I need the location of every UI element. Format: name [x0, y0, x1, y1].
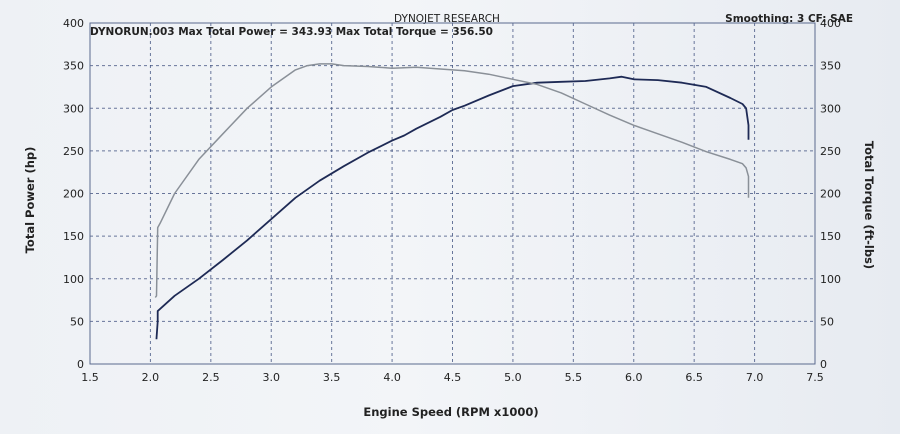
series-layer: [154, 63, 750, 340]
header-settings: Smoothing: 3 CF: SAE: [725, 13, 853, 25]
grid-layer: [90, 23, 815, 364]
x-tick-label: 5.0: [504, 371, 522, 384]
y-tick-label-left: 350: [63, 60, 84, 73]
x-tick-label: 1.5: [81, 371, 99, 384]
y-tick-label-left: 300: [63, 102, 84, 115]
y-tick-label-right: 0: [820, 358, 827, 371]
y-tick-label-left: 0: [77, 358, 84, 371]
plot-border: [89, 22, 816, 365]
y-tick-label-right: 50: [820, 315, 834, 328]
x-tick-label: 6.5: [685, 371, 703, 384]
y-tick-label-left: 50: [70, 315, 84, 328]
x-axis-title: Engine Speed (RPM x1000): [363, 405, 538, 419]
y-axis-title-left: Total Power (hp): [23, 147, 37, 254]
x-tick-label: 3.5: [323, 371, 341, 384]
x-tick-label: 7.5: [806, 371, 824, 384]
y-tick-label-right: 300: [820, 102, 841, 115]
y-tick-label-right: 100: [820, 273, 841, 286]
torque-series-line: [154, 63, 750, 298]
header-title: DYNOJET RESEARCH: [394, 13, 500, 25]
y-tick-label-right: 200: [820, 188, 841, 201]
power-series-line: [155, 75, 750, 340]
tick-label-layer: 1.5 2.0 2.5 3.0 3.5 4.0 4.5 5.0 5.5 6.0 6.5 7.0 7.50…: [63, 17, 841, 384]
y-tick-label-right: 350: [820, 60, 841, 73]
y-tick-label-left: 200: [63, 188, 84, 201]
x-tick-label: 2.0: [142, 371, 160, 384]
x-tick-label: 3.0: [263, 371, 281, 384]
x-tick-label: 5.5: [565, 371, 583, 384]
y-tick-label-right: 250: [820, 145, 841, 158]
y-tick-label-right: 400: [820, 17, 841, 30]
x-tick-label: 4.0: [383, 371, 401, 384]
y-axis-title-right: Total Torque (ft-lbs): [862, 141, 876, 269]
x-tick-label: 2.5: [202, 371, 220, 384]
x-tick-label: 4.5: [444, 371, 462, 384]
x-tick-label: 7.0: [746, 371, 764, 384]
y-tick-label-left: 100: [63, 273, 84, 286]
y-tick-label-left: 150: [63, 230, 84, 243]
x-tick-label: 6.0: [625, 371, 643, 384]
y-tick-label-left: 250: [63, 145, 84, 158]
y-tick-label-right: 150: [820, 230, 841, 243]
y-tick-label-left: 400: [63, 17, 84, 30]
